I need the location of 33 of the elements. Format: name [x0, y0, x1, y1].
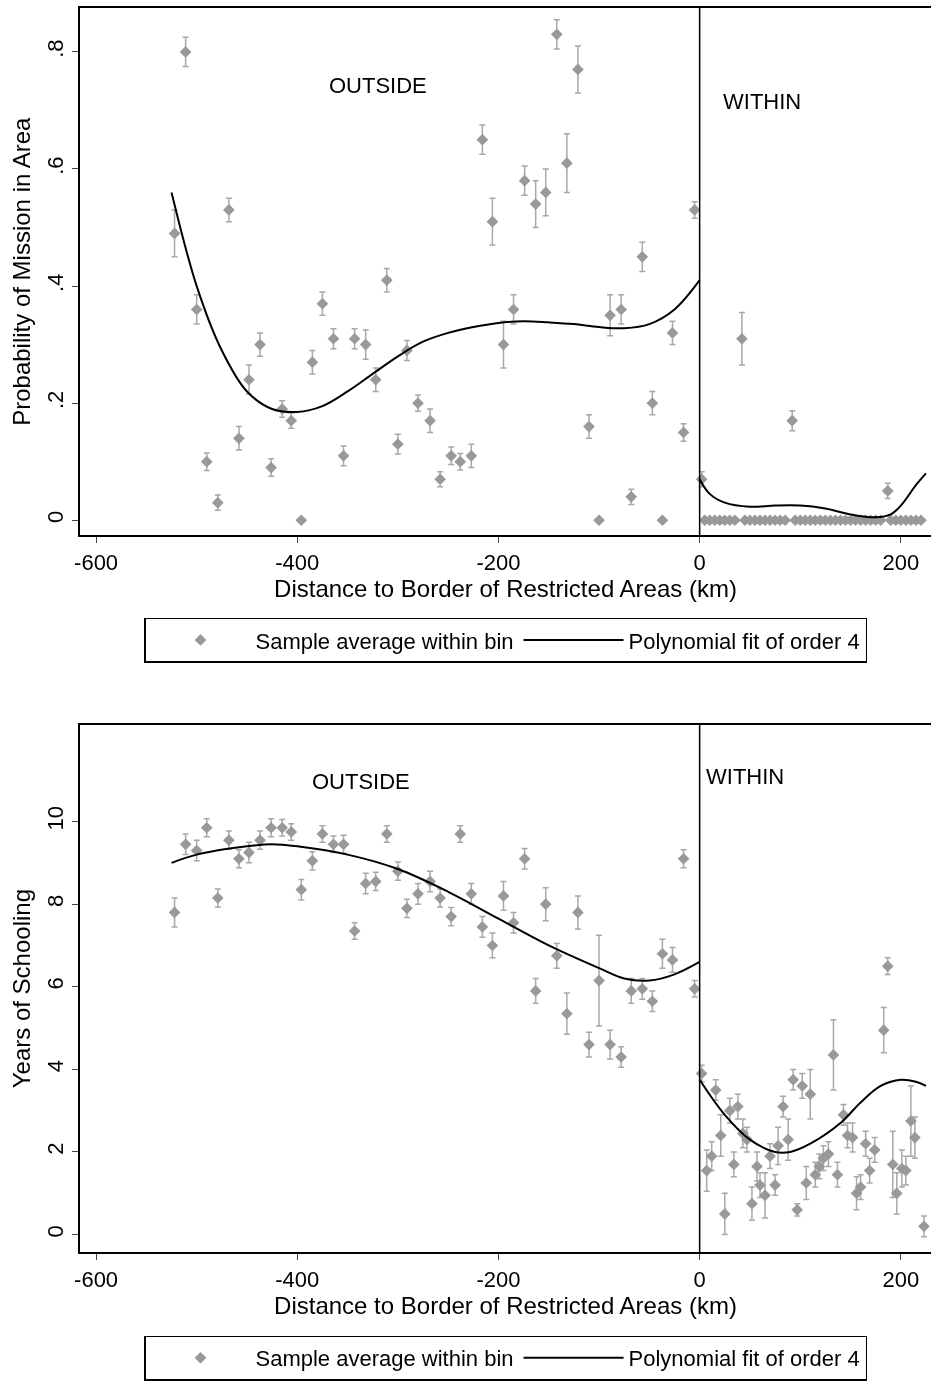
y-tick-label: .4	[43, 273, 69, 292]
y-tick-label: 2	[43, 1142, 69, 1155]
y-tick-label: 6	[43, 977, 69, 990]
y-tick-label: 0	[43, 1225, 69, 1238]
x-tick-label: 0	[693, 549, 706, 575]
x-tick-label: -200	[476, 549, 521, 575]
x-tick-label: 200	[882, 1266, 920, 1292]
x-axis-title: Distance to Border of Restricted Areas (km)	[274, 1291, 737, 1319]
annotation: OUTSIDE	[312, 769, 410, 794]
annotation: WITHIN	[706, 764, 785, 789]
y-tick-label: 0	[43, 510, 69, 524]
y-tick-label: 10	[43, 806, 69, 831]
legend-label: Polynomial fit of order 4	[628, 1346, 860, 1372]
y-axis-title: Years of Schooling	[8, 889, 36, 1089]
legend-label: Sample average within bin	[255, 1346, 514, 1372]
x-tick-label: -400	[275, 549, 320, 575]
x-tick-label: -600	[74, 1266, 119, 1292]
x-tick-label: -400	[275, 1266, 320, 1292]
x-tick-label: 0	[693, 1266, 706, 1292]
x-tick-label: 200	[882, 549, 920, 575]
x-tick-label: -200	[476, 1266, 521, 1292]
x-tick-label: -600	[74, 549, 119, 575]
legend-label: Sample average within bin	[255, 628, 514, 654]
annotation: WITHIN	[723, 89, 802, 114]
y-tick-label: .2	[43, 390, 69, 410]
y-tick-label: 8	[43, 894, 69, 907]
annotation: OUTSIDE	[329, 73, 427, 98]
y-axis-title: Probability of Mission in Area	[8, 117, 36, 426]
y-tick-label: .6	[43, 156, 69, 175]
y-tick-label: 4	[43, 1059, 69, 1073]
y-tick-label: .8	[43, 39, 69, 58]
x-axis-title: Distance to Border of Restricted Areas (km)	[274, 574, 737, 602]
legend-label: Polynomial fit of order 4	[628, 628, 860, 654]
